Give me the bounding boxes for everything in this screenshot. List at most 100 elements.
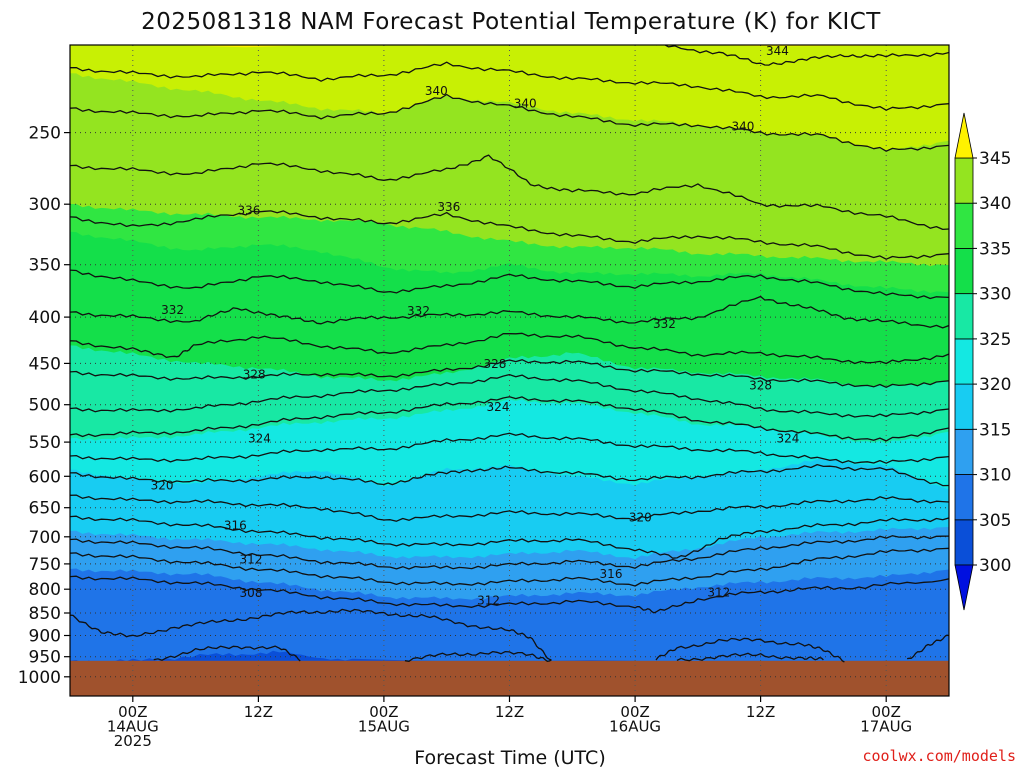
y-tick-label: 400 (29, 308, 61, 328)
x-tick-label: 12Z (495, 703, 524, 721)
contour-layer (70, 45, 949, 663)
contour-332 (70, 295, 949, 329)
contour-label-340: 340 (514, 96, 537, 110)
contour-312 (70, 547, 949, 587)
colorbar-label-335: 335 (979, 239, 1011, 259)
contour-306 (153, 645, 301, 662)
contour-338 (70, 154, 949, 231)
colorbar-label-310: 310 (979, 466, 1011, 486)
contour-label-text: 316 (224, 518, 247, 532)
contour-label-324: 324 (248, 432, 271, 446)
contour-label-340: 340 (425, 84, 448, 98)
credit-text: coolwx.com/models (862, 747, 1016, 765)
colorbar-label-320: 320 (979, 375, 1011, 395)
contour-label-text: 312 (240, 553, 263, 567)
x-tick-label: 17AUG (860, 718, 912, 736)
ground-layer (70, 660, 949, 696)
contour-320 (70, 463, 949, 487)
colorbar-segment-335 (954, 202, 974, 249)
x-tick-label: 14AUG (107, 718, 159, 736)
contour-308 (70, 608, 552, 661)
contour-306 (404, 650, 552, 662)
x-tick-label: 12Z (746, 703, 775, 721)
contour-label-text: 320 (629, 510, 652, 524)
colorbar-segment-340 (954, 157, 974, 204)
contour-label-336: 336 (237, 204, 260, 218)
colorbar-over-triangle (954, 112, 974, 159)
contour-label-text: 344 (766, 44, 789, 58)
contour-label-text: 324 (248, 432, 271, 446)
contour-label-text: 316 (600, 567, 623, 581)
grid-layer (70, 45, 949, 696)
contour-label-328: 328 (483, 357, 506, 371)
contour-label-340: 340 (731, 119, 754, 133)
fill-layer (70, 45, 949, 696)
y-tick-label: 900 (29, 627, 61, 647)
x-tick-label: 00Z (369, 703, 398, 721)
contour-label-312: 312 (707, 586, 730, 600)
contour-label-332: 332 (653, 317, 676, 331)
contour-330 (70, 332, 949, 365)
contour-label-328: 328 (749, 378, 772, 392)
contour-328 (70, 359, 949, 388)
colorbar-segment-305 (954, 474, 974, 521)
contour-label-text: 328 (749, 378, 772, 392)
plot-area: 344 340 340 340 336 336 332 332 332 328 328 328 324 3… (70, 44, 949, 696)
contour-314 (70, 535, 949, 570)
colorbar-label-345: 345 (979, 149, 1011, 169)
y-tick-label: 450 (29, 354, 61, 374)
contour-label-text: 312 (707, 586, 730, 600)
contour-344 (656, 45, 949, 66)
contour-label-316: 316 (224, 518, 247, 532)
contour-label-text: 308 (240, 586, 263, 600)
y-tick-label: 950 (29, 648, 61, 668)
contour-label-312: 312 (240, 553, 263, 567)
x-tick-label: 00Z (872, 703, 901, 721)
contour-label-text: 324 (487, 400, 510, 414)
ground-below-surface (70, 660, 949, 696)
x-tick-label: 15AUG (358, 718, 410, 736)
contour-label-308: 308 (240, 586, 263, 600)
contour-324 (70, 396, 949, 442)
x-tick-label: 12Z (244, 703, 273, 721)
colorbar: 300 305 310 315 320 325 330 335 340 345 (954, 112, 1011, 611)
contour-334 (70, 269, 949, 300)
y-tick-label: 300 (29, 195, 61, 215)
y-axis: 250 300 350 400 450 500 550 600 650 700 750 800 850 9… (18, 124, 70, 688)
contour-326 (70, 373, 949, 418)
x-tick-label: 2025 (114, 732, 152, 750)
contour-label-text: 332 (161, 303, 184, 317)
y-tick-label: 1000 (18, 668, 61, 688)
colorbar-segment-315 (954, 383, 974, 430)
contour-label-332: 332 (407, 304, 430, 318)
contour-label-316: 316 (600, 567, 623, 581)
contour-label-320: 320 (629, 510, 652, 524)
x-tick-label: 00Z (620, 703, 649, 721)
colorbar-label-315: 315 (979, 420, 1011, 440)
contour-label-text: 328 (483, 357, 506, 371)
contour-label-328: 328 (243, 368, 266, 382)
y-tick-label: 550 (29, 433, 61, 453)
contour-label-text: 340 (731, 119, 754, 133)
contour-342 (70, 61, 949, 111)
contour-label-text: 332 (653, 317, 676, 331)
contour-label-324: 324 (776, 432, 799, 446)
colorbar-under-triangle (954, 564, 974, 611)
x-tick-label: 00Z (118, 703, 147, 721)
colorbar-segment-320 (954, 338, 974, 385)
contour-322 (70, 432, 949, 464)
x-tick-label: 16AUG (609, 718, 661, 736)
contour-label-text: 312 (477, 593, 500, 607)
chart-title: 2025081318 NAM Forecast Potential Temper… (141, 9, 881, 35)
contour-label-312: 312 (477, 593, 500, 607)
contour-label-336: 336 (437, 200, 460, 214)
contour-label-text: 340 (514, 96, 537, 110)
y-tick-label: 250 (29, 124, 61, 144)
contour-316 (70, 515, 949, 559)
contour-310 (70, 575, 949, 614)
y-tick-label: 750 (29, 555, 61, 575)
colorbar-segment-330 (954, 247, 974, 294)
y-tick-label: 500 (29, 396, 61, 416)
contour-label-text: 328 (243, 368, 266, 382)
